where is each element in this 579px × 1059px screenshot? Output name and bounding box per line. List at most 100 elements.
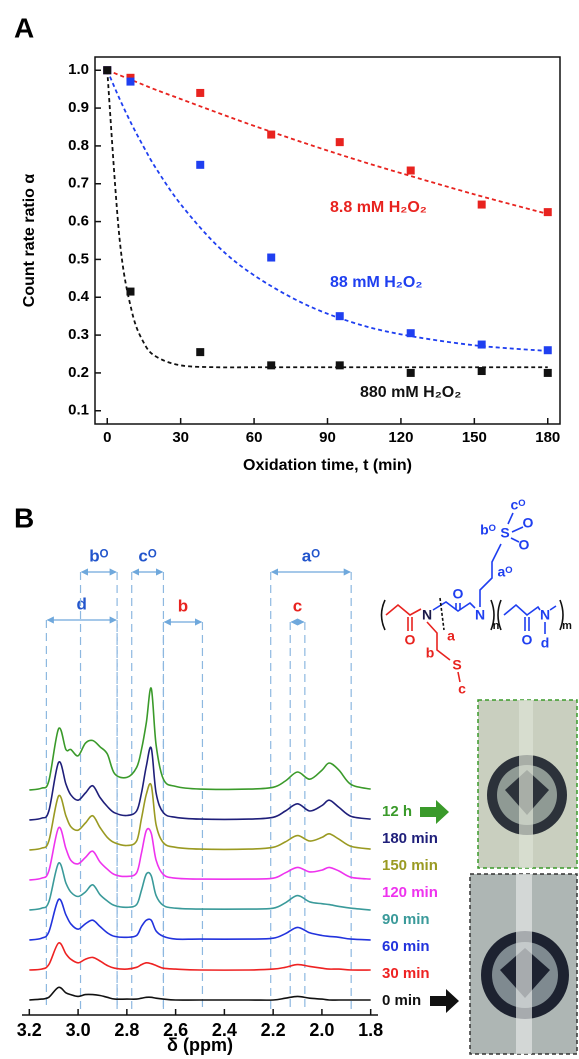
y-tick-label: 0.5 <box>68 250 89 267</box>
data-point <box>477 340 486 349</box>
spectrum <box>29 826 371 881</box>
structure-label: cᴼ <box>510 497 525 513</box>
x-tick-label: 2.0 <box>309 1020 334 1040</box>
data-point <box>126 77 135 86</box>
structure-label: S <box>452 657 461 673</box>
spectrum <box>29 746 371 821</box>
x-axis-label: Oxidation time, t (min) <box>243 457 412 474</box>
data-point <box>196 88 205 97</box>
y-tick-label: 0.4 <box>68 288 90 305</box>
data-point <box>335 312 344 321</box>
spectrum-label: 120 min <box>382 884 438 901</box>
spectrum <box>29 898 371 941</box>
structure-label: N <box>422 607 432 623</box>
data-point <box>196 348 205 357</box>
y-tick-label: 0.1 <box>68 402 89 419</box>
x-tick-label: 90 <box>319 429 336 446</box>
data-point <box>196 160 205 169</box>
x-tick-label: 150 <box>462 429 487 446</box>
data-point <box>543 368 552 377</box>
x-tick-label: 180 <box>535 429 560 446</box>
region-label: cᴼ <box>138 546 156 565</box>
structure-label: O <box>405 632 416 648</box>
structure-label: O <box>522 632 533 648</box>
spectrum-label: 150 min <box>382 857 438 874</box>
spectrum <box>29 942 371 971</box>
x-tick-label: 3.0 <box>66 1020 91 1040</box>
data-point <box>406 368 415 377</box>
x-tick-label: 2.6 <box>163 1020 188 1040</box>
structure-label: N <box>475 607 485 623</box>
data-point <box>477 367 486 376</box>
x-tick-label: 60 <box>246 429 263 446</box>
x-tick-label: 2.2 <box>261 1020 286 1040</box>
spectrum-label: 180 min <box>382 830 438 847</box>
data-point <box>335 361 344 370</box>
x-tick-label: 0 <box>103 429 111 446</box>
structure-label: n <box>493 620 500 632</box>
structure-label: b <box>426 645 435 661</box>
spectrum-label: 0 min <box>382 992 421 1009</box>
photo-0min <box>469 873 578 1055</box>
spectrum-label: 60 min <box>382 938 430 955</box>
region-label: b <box>178 596 188 615</box>
series-label: 88 mM H₂O₂ <box>330 274 422 291</box>
x-tick-label: 2.8 <box>114 1020 139 1040</box>
y-axis-label: Count rate ratio α <box>21 174 38 308</box>
structure-label: bᴼ <box>480 522 496 538</box>
arrow-0min <box>430 989 459 1013</box>
x-tick-label: 2.4 <box>212 1020 237 1040</box>
structure-label: O <box>453 586 464 602</box>
region-label: bᴼ <box>89 546 108 565</box>
data-point <box>406 329 415 338</box>
data-point <box>543 208 552 217</box>
spectrum <box>29 986 371 1001</box>
photo-12h <box>477 699 578 869</box>
structure-bonds <box>380 512 564 683</box>
structure-label: N <box>540 607 550 623</box>
fit-line <box>106 69 548 352</box>
data-point <box>543 346 552 355</box>
data-point <box>267 361 276 370</box>
panel-label: B <box>14 502 34 533</box>
data-point <box>267 253 276 262</box>
region-label: c <box>293 596 302 615</box>
spectrum <box>29 687 371 791</box>
x-tick-label: 3.2 <box>17 1020 42 1040</box>
x-tick-label: 1.8 <box>358 1020 383 1040</box>
plot-frame <box>94 56 561 425</box>
arrow-12h <box>420 800 449 824</box>
series-label: 8.8 mM H₂O₂ <box>330 199 427 216</box>
x-axis-label: δ (ppm) <box>167 1035 233 1055</box>
y-tick-label: 0.2 <box>68 364 89 381</box>
y-tick-label: 0.8 <box>68 137 89 154</box>
region-label: aᴼ <box>302 546 320 565</box>
fit-line <box>106 69 548 215</box>
panel-label: A <box>14 12 34 43</box>
x-tick-label: 30 <box>172 429 189 446</box>
data-point <box>267 130 276 139</box>
structure-label: m <box>562 620 572 632</box>
structure-label: S <box>500 525 509 541</box>
structure-label: O <box>523 515 534 531</box>
x-tick-label: 120 <box>388 429 413 446</box>
data-point <box>126 287 135 296</box>
y-tick-label: 0.9 <box>68 99 89 116</box>
structure-label: d <box>541 635 550 651</box>
structure-label: O <box>519 537 530 553</box>
spectrum-label: 90 min <box>382 911 430 928</box>
spectrum <box>29 862 371 911</box>
y-tick-label: 1.0 <box>68 61 89 78</box>
series-label: 880 mM H₂O₂ <box>360 384 461 401</box>
spectrum <box>29 782 371 851</box>
structure-label: a <box>447 628 455 644</box>
data-point <box>335 138 344 147</box>
fit-line <box>106 70 548 369</box>
y-tick-label: 0.7 <box>68 175 89 192</box>
data-point <box>103 66 112 75</box>
region-label: d <box>77 594 87 613</box>
structure-label: aᴼ <box>497 564 512 580</box>
spectrum-label: 12 h <box>382 803 412 820</box>
data-point <box>477 200 486 209</box>
